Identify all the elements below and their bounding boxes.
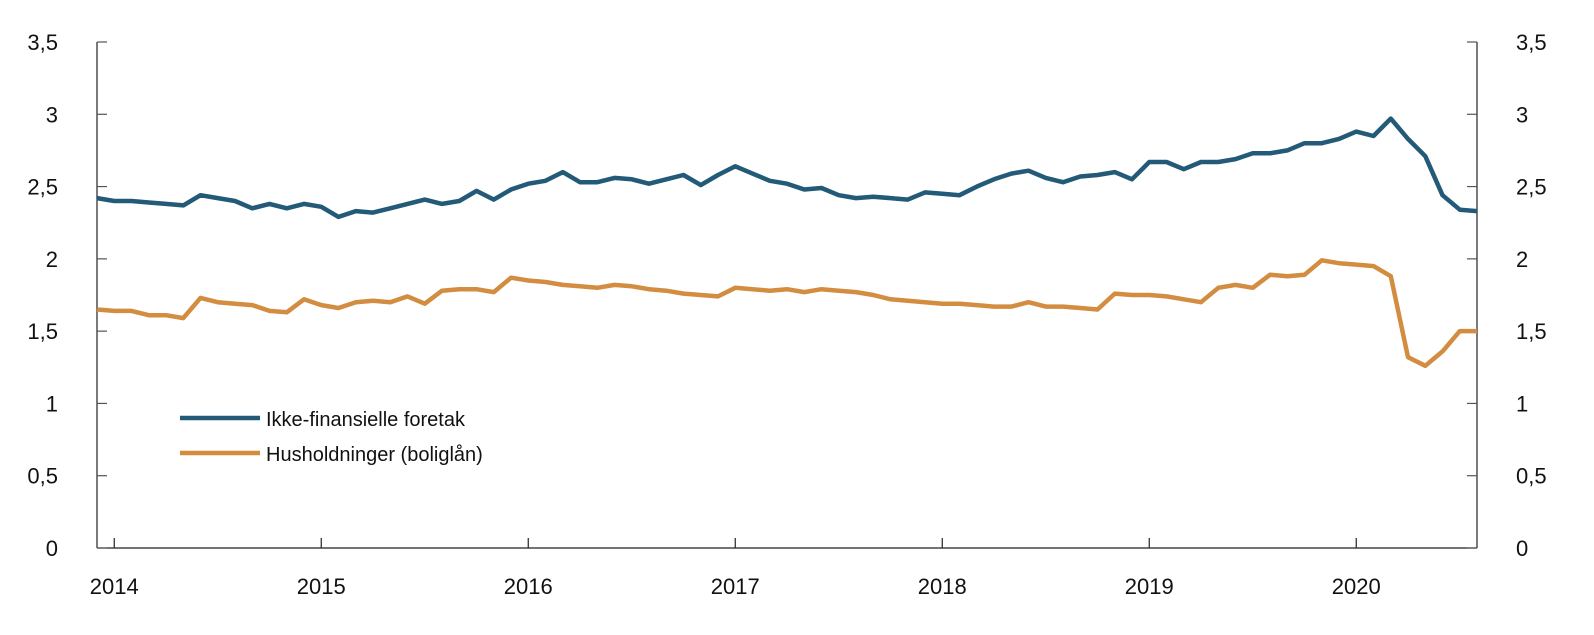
y-tick-label-left: 0	[46, 536, 58, 561]
x-tick-label: 2020	[1332, 574, 1381, 599]
x-tick-label: 2015	[297, 574, 346, 599]
y-tick-label-right: 2	[1516, 247, 1528, 272]
series-line-0	[96, 116, 1478, 220]
y-tick-label-right: 3	[1516, 102, 1528, 127]
axes: 0 0 0,5 0,5 1 1 1,5 1,5 2 2 2,5 2,5 3 3 3,5 3,5 2014 2015…	[27, 30, 1546, 599]
y-tick-label-right: 3,5	[1516, 30, 1547, 55]
y-tick-label-left: 3,5	[27, 30, 58, 55]
x-tick-label: 2016	[504, 574, 553, 599]
x-tick-label: 2018	[918, 574, 967, 599]
x-tick-label: 2017	[711, 574, 760, 599]
x-tick-label: 2014	[90, 574, 139, 599]
y-tick-label-right: 2,5	[1516, 175, 1547, 200]
y-tick-label-left: 2	[46, 247, 58, 272]
y-tick-label-left: 3	[46, 102, 58, 127]
x-tick-label: 2019	[1125, 574, 1174, 599]
y-tick-label-left: 1	[46, 391, 58, 416]
y-tick-label-right: 0	[1516, 536, 1528, 561]
series-lines	[96, 116, 1478, 369]
y-tick-label-right: 1	[1516, 391, 1528, 416]
y-tick-label-right: 0,5	[1516, 464, 1547, 489]
legend: Ikke-finansielle foretak Husholdninger (…	[180, 409, 483, 466]
y-tick-label-left: 1,5	[27, 319, 58, 344]
y-tick-label-left: 2,5	[27, 175, 58, 200]
y-tick-label-left: 0,5	[27, 464, 58, 489]
legend-label-0: Ikke-finansielle foretak	[266, 409, 466, 431]
series-line-1	[96, 258, 1477, 369]
legend-label-1: Husholdninger (boliglån)	[266, 444, 483, 466]
y-tick-label-right: 1,5	[1516, 319, 1547, 344]
